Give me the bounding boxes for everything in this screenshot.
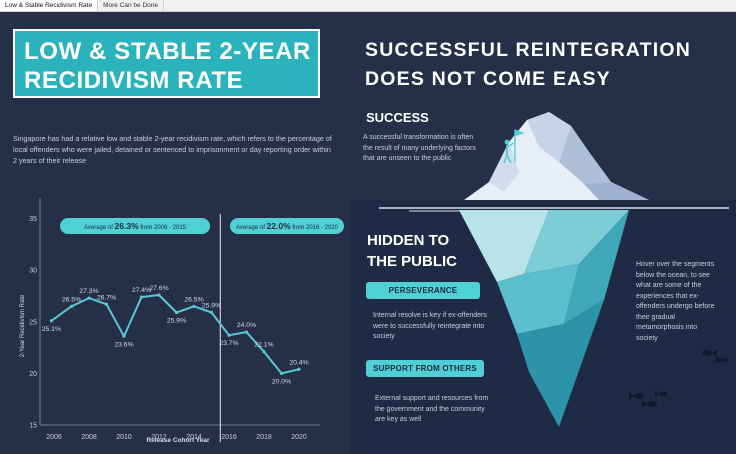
average-pill-2016-2020: Average of 22.0% from 2016 - 2020 [230, 218, 344, 234]
data-label: 25.9% [202, 303, 221, 310]
perseverance-tag[interactable]: PERSEVERANCE [366, 282, 480, 299]
tab-more-can-be-done[interactable]: More Can be Done [98, 0, 164, 11]
data-point[interactable] [227, 334, 230, 337]
y-tick-label: 35 [29, 216, 37, 223]
data-point[interactable] [122, 335, 125, 338]
left-panel: LOW & STABLE 2-YEAR RECIDIVISM RATE Sing… [0, 12, 349, 454]
y-axis-title: 2-Year Recidivism Rate [20, 294, 26, 357]
data-label: 24.0% [237, 322, 256, 329]
data-label: 25.9% [167, 318, 186, 325]
data-label: 27.4% [132, 287, 151, 294]
x-tick-label: 2010 [116, 434, 132, 441]
data-point[interactable] [297, 368, 300, 371]
data-label: 23.6% [114, 341, 133, 348]
pill1-value: 26.3% [115, 221, 139, 231]
right-panel: SUCCESSFUL REINTEGRATION DOES NOT COME E… [349, 12, 736, 454]
data-point[interactable] [140, 295, 143, 298]
data-points [50, 293, 301, 375]
right-heading: SUCCESSFUL REINTEGRATION DOES NOT COME E… [365, 36, 691, 94]
data-label: 26.5% [184, 296, 203, 303]
success-title: SUCCESS [366, 110, 429, 125]
perseverance-text: Internal resolve is key if ex-offenders … [373, 311, 495, 343]
y-tick-label: 20 [29, 371, 37, 378]
data-point[interactable] [87, 296, 90, 299]
average-pill-2006-2015: Average of 26.3% from 2006 - 2015 [60, 218, 210, 234]
pill2-suffix: from 2016 - 2020 [291, 225, 338, 231]
data-point[interactable] [192, 305, 195, 308]
hidden-heading-line-1: HIDDEN TO [367, 230, 457, 251]
data-label: 20.4% [289, 359, 308, 366]
data-point[interactable] [70, 305, 73, 308]
x-tick-label: 2006 [46, 434, 62, 441]
right-heading-line-2: DOES NOT COME EASY [365, 65, 691, 94]
data-label: 20.0% [272, 378, 291, 385]
data-point[interactable] [157, 293, 160, 296]
data-point[interactable] [50, 319, 53, 322]
data-point[interactable] [210, 311, 213, 314]
x-axis-title: Release Cohort Year [146, 437, 210, 444]
data-label: 27.6% [149, 285, 168, 292]
x-tick-label: 2018 [256, 434, 272, 441]
pill2-prefix: Average of [236, 225, 267, 231]
series-line [51, 295, 299, 373]
data-label: 27.3% [79, 288, 98, 295]
data-label: 22.1% [254, 342, 273, 349]
tab-bar: Low & Stable Recidivism Rate More Can be… [0, 0, 736, 12]
support-text: External support and resources from the … [375, 394, 495, 426]
data-point[interactable] [105, 303, 108, 306]
data-point[interactable] [262, 350, 265, 353]
success-text: A successful transformation is often the… [363, 133, 478, 165]
hidden-heading-line-2: THE PUBLIC [367, 251, 457, 272]
tab-low-stable-recidivism[interactable]: Low & Stable Recidivism Rate [0, 0, 98, 11]
data-labels: 25.1%26.5%27.3%26.7%23.6%27.4%27.6%25.9%… [42, 285, 309, 385]
hover-instructions: Hover over the segments below the ocean,… [636, 260, 720, 344]
data-label: 26.7% [97, 294, 116, 301]
y-tick-label: 15 [29, 423, 37, 430]
data-label: 26.5% [62, 296, 81, 303]
pill1-prefix: Average of [84, 225, 115, 231]
y-axis: 15 20 25 30 35 [29, 198, 40, 430]
data-point[interactable] [280, 372, 283, 375]
data-label: 23.7% [219, 340, 238, 347]
y-tick-label: 25 [29, 319, 37, 326]
data-point[interactable] [245, 331, 248, 334]
pill2-value: 22.0% [267, 221, 291, 231]
hidden-heading: HIDDEN TO THE PUBLIC [367, 230, 457, 272]
right-heading-line-1: SUCCESSFUL REINTEGRATION [365, 36, 691, 65]
x-tick-label: 2020 [291, 434, 307, 441]
y-tick-label: 30 [29, 268, 37, 275]
data-point[interactable] [175, 311, 178, 314]
support-tag[interactable]: SUPPORT FROM OTHERS [366, 360, 484, 377]
data-label: 25.1% [42, 326, 61, 333]
pill1-suffix: from 2006 - 2015 [139, 225, 186, 231]
x-tick-label: 2016 [221, 434, 237, 441]
x-tick-label: 2008 [81, 434, 97, 441]
